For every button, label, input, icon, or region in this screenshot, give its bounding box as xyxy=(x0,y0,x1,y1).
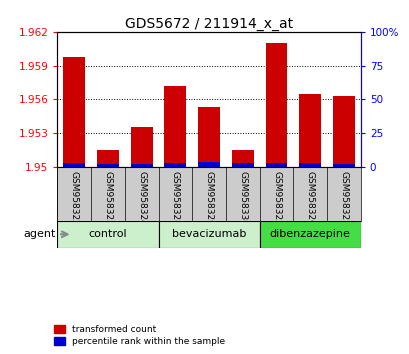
Text: GSM958323: GSM958323 xyxy=(103,171,112,226)
Bar xyxy=(57,221,158,248)
Text: GSM958327: GSM958327 xyxy=(339,171,348,226)
Bar xyxy=(265,163,287,167)
Bar xyxy=(198,162,220,167)
Title: GDS5672 / 211914_x_at: GDS5672 / 211914_x_at xyxy=(125,17,292,31)
Bar xyxy=(265,43,287,167)
Bar xyxy=(259,221,360,248)
Text: GSM958322: GSM958322 xyxy=(70,171,79,226)
Text: GSM958329: GSM958329 xyxy=(204,171,213,226)
Text: agent: agent xyxy=(23,229,56,239)
Text: control: control xyxy=(88,229,127,239)
Bar xyxy=(198,107,220,167)
Text: GSM958328: GSM958328 xyxy=(171,171,180,226)
Text: GSM958325: GSM958325 xyxy=(271,171,280,226)
Text: GSM958324: GSM958324 xyxy=(137,171,146,226)
Bar xyxy=(158,221,259,248)
Text: dibenzazepine: dibenzazepine xyxy=(269,229,350,239)
Bar xyxy=(332,164,354,167)
Bar xyxy=(130,127,152,167)
Bar xyxy=(63,163,85,167)
Bar xyxy=(97,150,119,167)
Bar xyxy=(231,150,253,167)
Bar xyxy=(332,96,354,167)
Bar xyxy=(164,162,186,167)
Bar xyxy=(164,86,186,167)
Bar xyxy=(97,164,119,167)
Text: GSM958330: GSM958330 xyxy=(238,171,247,226)
Legend: transformed count, percentile rank within the sample: transformed count, percentile rank withi… xyxy=(54,325,225,346)
Bar xyxy=(63,57,85,167)
Text: bevacizumab: bevacizumab xyxy=(171,229,246,239)
Bar xyxy=(299,163,320,167)
Bar xyxy=(299,94,320,167)
Bar xyxy=(130,164,152,167)
Bar xyxy=(231,164,253,167)
Text: GSM958326: GSM958326 xyxy=(305,171,314,226)
